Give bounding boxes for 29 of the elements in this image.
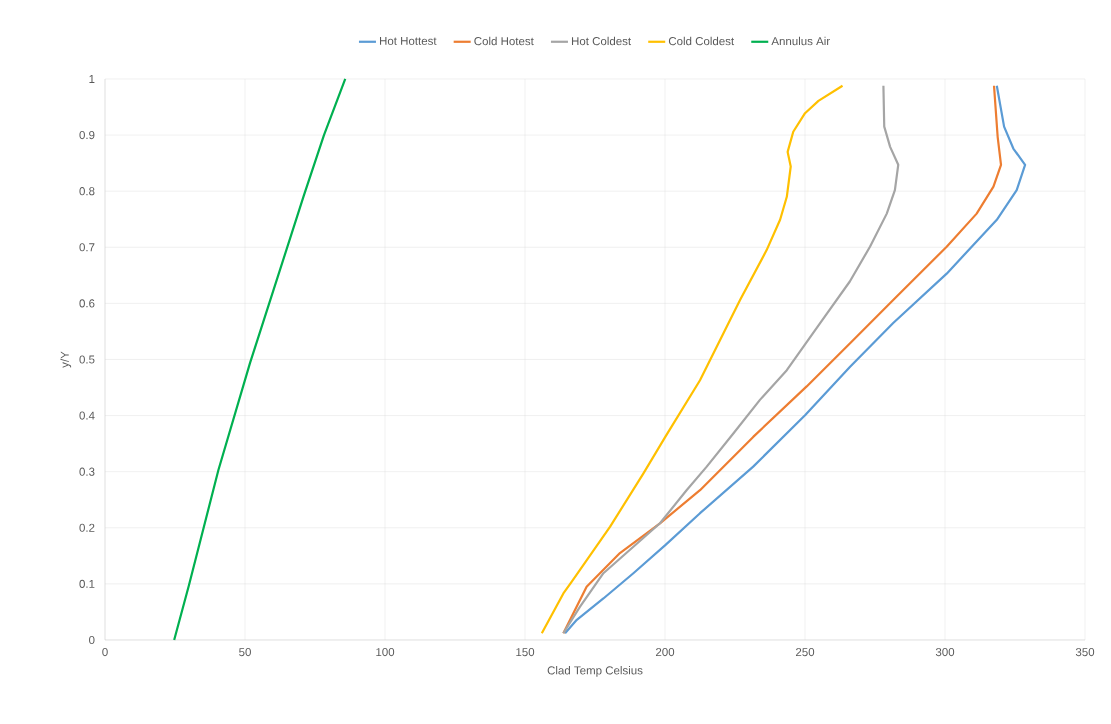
legend-label: Cold Coldest xyxy=(668,36,735,46)
y-tick-label: 0.5 xyxy=(79,355,95,364)
y-tick-label: 0.8 xyxy=(79,187,95,196)
y-tick-label: 0.3 xyxy=(79,467,95,476)
y-tick-label: 0.9 xyxy=(79,131,95,140)
y-tick-label: 0.1 xyxy=(79,579,95,588)
legend-label: Hot Coldest xyxy=(571,36,632,46)
x-tick-label: 250 xyxy=(795,648,815,657)
legend-label: Hot Hottest xyxy=(379,36,437,45)
x-tick-label: 100 xyxy=(376,648,395,657)
line-series xyxy=(540,84,844,635)
x-tick-label: 300 xyxy=(935,648,955,657)
line-series xyxy=(562,84,900,635)
x-tick-label: 0 xyxy=(102,648,108,657)
x-axis-title: Clad Temp Celsius xyxy=(547,666,643,677)
y-tick-label: 0.2 xyxy=(79,523,95,532)
y-tick-label: 1 xyxy=(89,75,95,83)
y-tick-label: 0.4 xyxy=(79,411,95,420)
y-tick-label: 0 xyxy=(89,635,95,645)
line-series xyxy=(173,77,347,642)
y-tick-label: 0.6 xyxy=(79,299,95,308)
legend-label: Cold Hotest xyxy=(474,36,534,46)
x-tick-label: 350 xyxy=(1075,648,1095,657)
y-axis-title: y/Y xyxy=(60,351,72,368)
legend-label: Annulus Air xyxy=(771,36,830,46)
x-tick-label: 150 xyxy=(516,648,535,657)
x-tick-label: 50 xyxy=(239,648,251,657)
x-tick-label: 200 xyxy=(655,648,675,657)
y-tick-label: 0.7 xyxy=(79,243,95,252)
